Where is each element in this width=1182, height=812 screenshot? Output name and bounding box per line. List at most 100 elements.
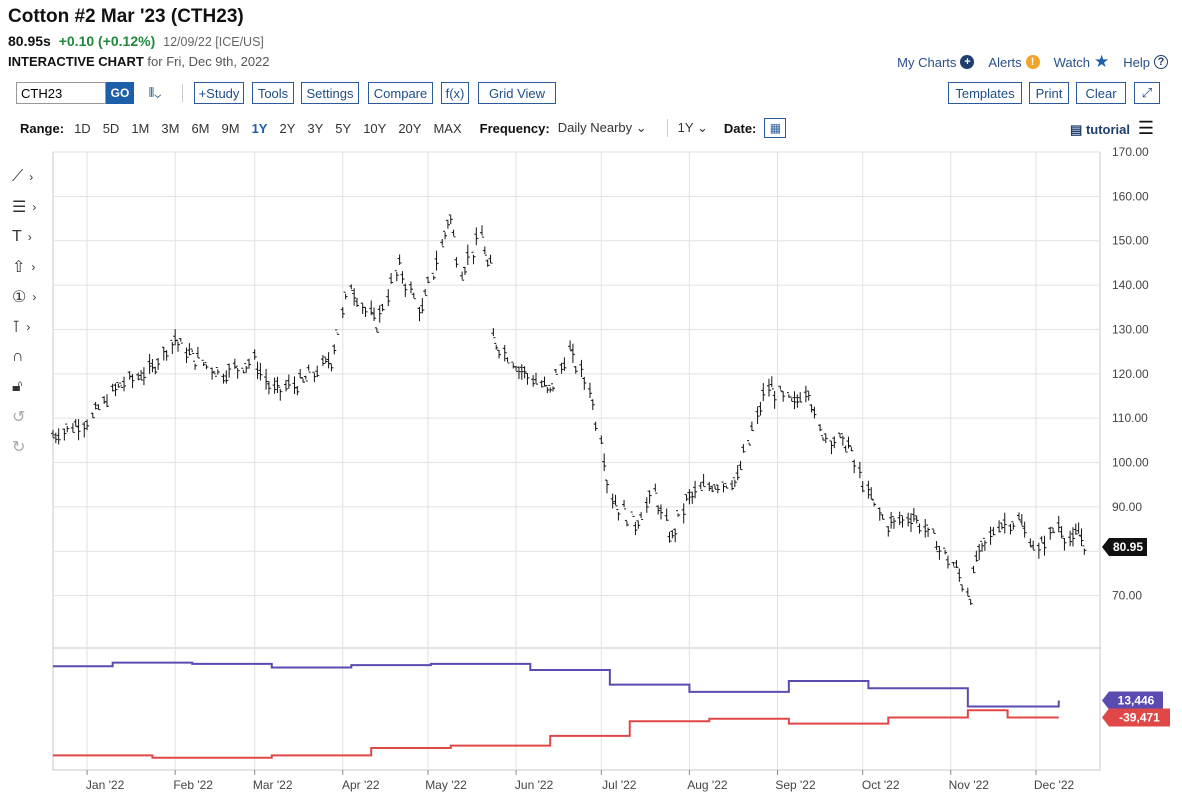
price-change: +0.10 (+0.12%) <box>58 33 156 49</box>
tools-button[interactable]: Tools <box>252 82 294 104</box>
drawing-toolbar: ⟋ › ☰ › T › ⇧ › ① › ⊺ › ∩ 🔓︎ ↺ ↻ <box>12 162 52 462</box>
alerts-link[interactable]: Alerts! <box>988 54 1040 70</box>
period-select[interactable]: 1Y ⌄ <box>678 120 708 136</box>
chevron-down-icon: ⌄ <box>635 120 647 135</box>
templates-button[interactable]: Templates <box>948 82 1022 104</box>
chevron-right-icon: › <box>32 200 37 214</box>
quote-line: 80.95s +0.10 (+0.12%) 12/09/22 [ICE/US] <box>8 33 264 49</box>
range-option-1y[interactable]: 1Y <box>251 120 268 136</box>
x-tick-label: Jul '22 <box>602 778 637 792</box>
range-option-max[interactable]: MAX <box>433 120 462 136</box>
frequency-value: Daily Nearby <box>557 120 633 135</box>
redo-tool[interactable]: ↻ <box>12 432 52 462</box>
expand-button[interactable]: ⤢ <box>1134 82 1160 104</box>
line-tool[interactable]: ⟋ › <box>12 162 52 192</box>
range-option-6m[interactable]: 6M <box>191 120 210 136</box>
last-price-marker <box>1102 538 1147 557</box>
arrow-tool[interactable]: ⇧ › <box>12 252 52 282</box>
y-tick-label: 160.00 <box>1112 189 1149 203</box>
study-button[interactable]: +Study <box>194 82 244 104</box>
undo-tool[interactable]: ↺ <box>12 402 52 432</box>
magnet-tool[interactable]: ∩ <box>12 342 52 372</box>
separator <box>182 84 183 102</box>
marker-tool[interactable]: ① › <box>12 282 52 312</box>
magnet-icon: ∩ <box>12 348 24 365</box>
text-tool[interactable]: T › <box>12 222 52 252</box>
expand-icon: ⤢ <box>1141 85 1153 100</box>
date-label: Date: <box>723 120 757 136</box>
x-tick-label: Apr '22 <box>342 778 380 792</box>
range-option-5d[interactable]: 5D <box>102 120 120 136</box>
range-option-2y[interactable]: 2Y <box>279 120 296 136</box>
x-tick-label: Aug '22 <box>687 778 728 792</box>
x-tick-label: Sep '22 <box>775 778 816 792</box>
line-icon: ⟋ <box>12 168 24 185</box>
separator <box>666 119 668 137</box>
menu-icon[interactable]: ☰ <box>1137 118 1154 138</box>
chart-toolbar: GO ⫴⌄ +Study Tools Settings Compare f(x)… <box>16 82 1172 108</box>
chevron-right-icon: › <box>29 170 34 184</box>
cot-last-marker-0 <box>1102 691 1163 710</box>
symbol-input[interactable] <box>16 82 106 104</box>
bar-type-dropdown[interactable]: ⫴⌄ <box>142 82 168 104</box>
ohlc-icon: ⫴⌄ <box>148 85 162 100</box>
price-panel-frame <box>52 151 1101 649</box>
range-option-3y[interactable]: 3Y <box>307 120 324 136</box>
watch-link[interactable]: Watch ★ <box>1054 52 1110 72</box>
y-tick-label: 130.00 <box>1112 322 1149 336</box>
interactive-chart-label: INTERACTIVE CHART for Fri, Dec 9th, 2022 <box>8 54 270 69</box>
frequency-select[interactable]: Daily Nearby ⌄ <box>558 120 647 136</box>
arrow-up-icon: ⇧ <box>12 259 26 276</box>
star-icon: ★ <box>1094 52 1110 71</box>
y-tick-label: 70.00 <box>1112 589 1142 603</box>
y-tick-label: 120.00 <box>1112 367 1149 381</box>
y-tick-label: 110.00 <box>1112 411 1148 425</box>
x-tick-label: Jan '22 <box>86 778 125 792</box>
function-button[interactable]: f(x) <box>441 82 469 104</box>
numbered-marker-icon: ① <box>12 289 27 306</box>
compare-button[interactable]: Compare <box>368 82 433 104</box>
range-option-9m[interactable]: 9M <box>221 120 240 136</box>
plus-icon: + <box>960 55 975 69</box>
redo-icon: ↻ <box>12 439 26 456</box>
page-title: Cotton #2 Mar '23 (CTH23) <box>8 6 244 27</box>
chevron-right-icon: › <box>26 320 31 334</box>
x-tick-label: Dec '22 <box>1034 778 1075 792</box>
x-tick-label: Feb '22 <box>173 778 213 792</box>
cot-series-line-0 <box>53 661 1060 708</box>
x-tick-label: May '22 <box>425 778 467 792</box>
chevron-right-icon: › <box>32 290 37 304</box>
range-option-1m[interactable]: 1M <box>131 120 150 136</box>
my-charts-link[interactable]: My Charts + <box>897 55 975 70</box>
go-button[interactable]: GO <box>106 82 134 104</box>
measure-tool[interactable]: ⊺ › <box>12 312 52 342</box>
help-label: Help <box>1123 54 1150 70</box>
range-option-1d[interactable]: 1D <box>74 120 91 136</box>
cot-last-label-0: 13,446 <box>1118 693 1155 707</box>
range-option-10y[interactable]: 10Y <box>363 120 387 136</box>
tutorial-label: tutorial <box>1085 122 1130 137</box>
chevron-right-icon: › <box>31 260 36 274</box>
grid-view-button[interactable]: Grid View <box>478 82 556 104</box>
x-tick-label: Nov '22 <box>949 778 990 792</box>
lock-tool[interactable]: 🔓︎ <box>12 372 52 402</box>
chevron-down-icon: ⌄ <box>696 120 708 135</box>
x-tick-label: Mar '22 <box>253 778 293 792</box>
alerts-label: Alerts <box>988 54 1022 70</box>
tutorial-link[interactable]: ▤ tutorial <box>1070 122 1130 138</box>
y-tick-label: 170.00 <box>1112 145 1149 159</box>
fib-tool[interactable]: ☰ › <box>12 192 52 222</box>
period-value: 1Y <box>677 120 694 135</box>
help-link[interactable]: Help? <box>1123 55 1168 70</box>
print-button[interactable]: Print <box>1029 82 1069 104</box>
clear-button[interactable]: Clear <box>1076 82 1126 104</box>
last-price: 80.95s <box>8 33 51 49</box>
settings-button[interactable]: Settings <box>301 82 359 104</box>
calendar-icon[interactable]: ▦ <box>764 118 787 138</box>
lock-icon: 🔓︎ <box>12 378 23 395</box>
range-option-5y[interactable]: 5Y <box>335 120 352 136</box>
range-bar: Range: 1D 5D 1M 3M 6M 9M 1Y 2Y 3Y 5Y 10Y 20Y MAX Fre… <box>20 118 1172 138</box>
range-option-3m[interactable]: 3M <box>161 120 180 136</box>
range-option-20y[interactable]: 20Y <box>398 120 422 136</box>
